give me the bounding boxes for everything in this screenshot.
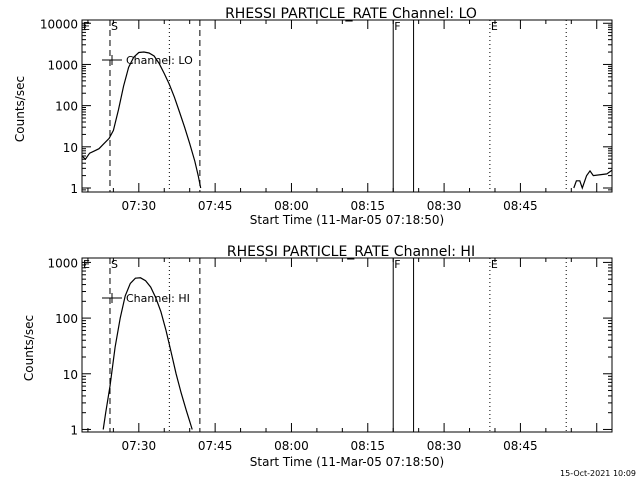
chart-legend: Channel: LO	[102, 54, 193, 67]
y-tick-label: 10	[63, 368, 78, 382]
x-axis-label: Start Time (11-Mar-05 07:18:50)	[250, 213, 444, 227]
x-tick-label: 08:00	[274, 199, 309, 213]
event-marker-label: F	[394, 20, 400, 33]
event-marker-label: F	[394, 258, 400, 271]
y-tick-label: 1	[70, 182, 78, 196]
x-tick-label: 08:45	[503, 439, 538, 453]
y-tick-label: 1000	[47, 58, 78, 72]
event-marker-label: E	[491, 20, 498, 33]
x-tick-label: 08:30	[427, 199, 462, 213]
x-tick-label: 07:30	[122, 199, 157, 213]
footer-timestamp: 15-Oct-2021 10:09	[560, 469, 636, 478]
plot-frame	[81, 257, 613, 433]
series-line	[81, 51, 202, 189]
legend-label: Channel: LO	[126, 54, 193, 67]
x-tick-label: 07:45	[198, 439, 233, 453]
y-axis-label: Counts/sec	[13, 76, 27, 142]
legend-label: Channel: HI	[126, 292, 190, 305]
y-tick-label: 100	[55, 312, 78, 326]
chart-legend: Channel: HI	[102, 292, 190, 305]
y-tick-label: 10000	[40, 17, 78, 31]
x-axis-label: Start Time (11-Mar-05 07:18:50)	[250, 455, 444, 469]
event-marker-label: E	[491, 258, 498, 271]
y-tick-label: 10	[63, 141, 78, 155]
x-tick-label: 08:30	[427, 439, 462, 453]
x-tick-label: 08:15	[350, 439, 385, 453]
x-tick-label: 08:15	[350, 199, 385, 213]
x-tick-label: 07:45	[198, 199, 233, 213]
event-marker-label: E	[83, 20, 90, 33]
event-marker-label: E	[83, 258, 90, 271]
x-tick-label: 07:30	[122, 439, 157, 453]
y-tick-label: 1000	[47, 256, 78, 270]
x-tick-label: 08:45	[503, 199, 538, 213]
x-tick-label: 08:00	[274, 439, 309, 453]
chart-panel-hi: RHESSI PARTICLE_RATE Channel: HI Counts/…	[22, 244, 613, 469]
y-tick-label: 100	[55, 100, 78, 114]
chart-title: RHESSI PARTICLE_RATE Channel: LO	[225, 6, 477, 22]
y-tick-label: 1	[70, 423, 78, 437]
event-marker-label: S	[111, 258, 118, 271]
event-marker-label: S	[111, 20, 118, 33]
series-line	[102, 277, 193, 430]
series-line	[573, 169, 613, 190]
chart-panel-lo: RHESSI PARTICLE_RATE Channel: LO Counts/…	[13, 6, 613, 227]
plot-frame	[81, 19, 613, 193]
y-axis-label: Counts/sec	[22, 315, 36, 381]
chart-title: RHESSI PARTICLE_RATE Channel: HI	[227, 244, 475, 260]
